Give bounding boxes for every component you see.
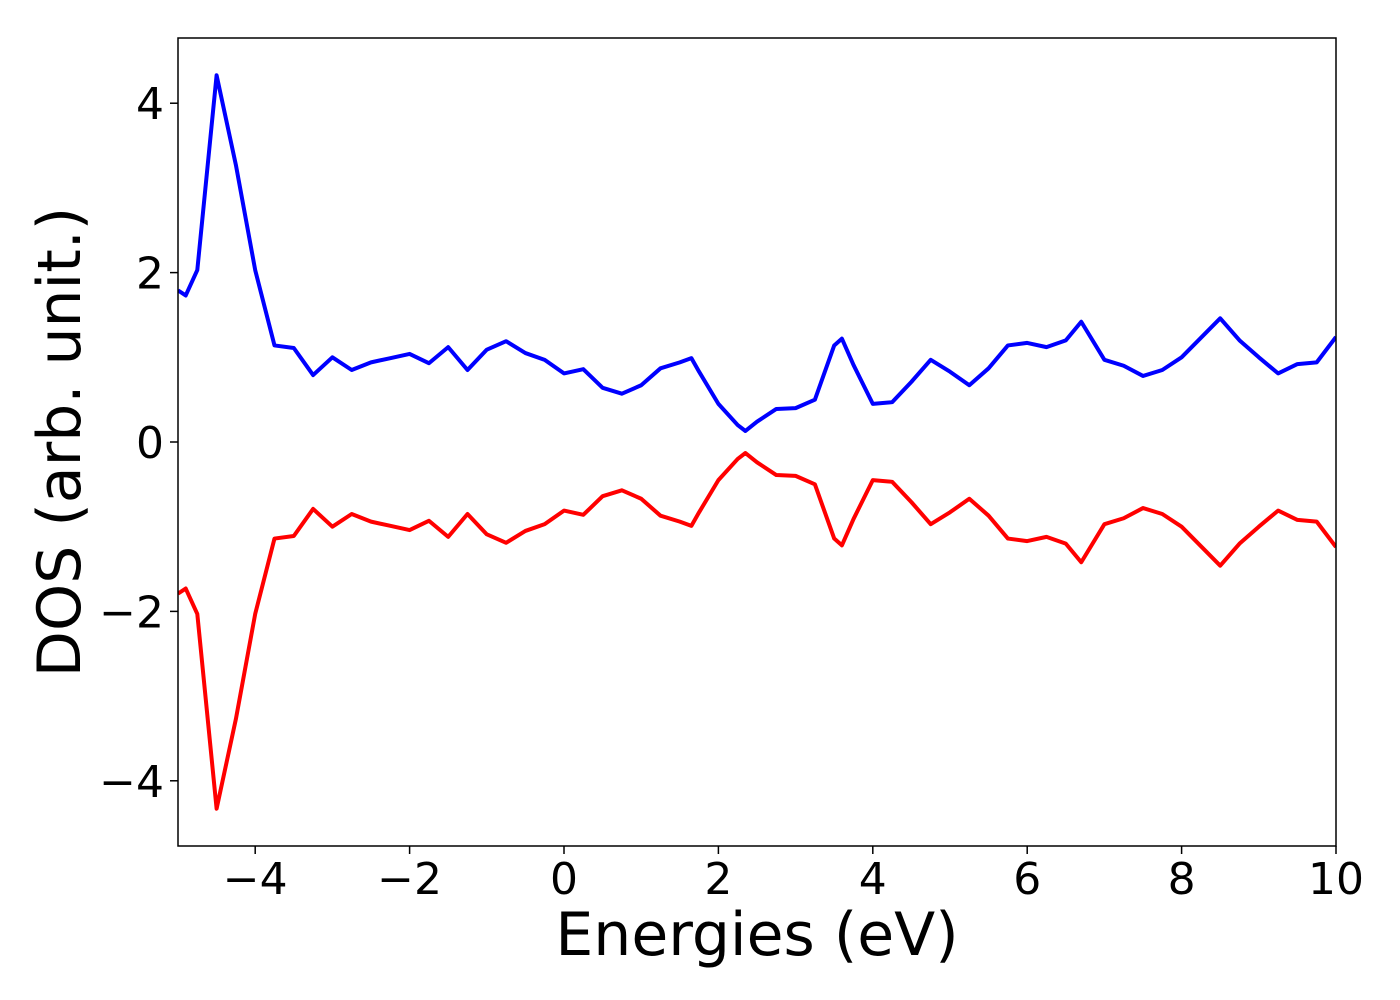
x-tick-label: 4	[859, 854, 887, 905]
series-line	[178, 451, 1336, 811]
y-tick-label: −2	[99, 587, 164, 638]
x-tick-label: 8	[1168, 854, 1196, 905]
x-tick-label: −2	[377, 854, 442, 905]
x-tick-label: 10	[1308, 854, 1364, 905]
plot-frame	[177, 37, 1337, 847]
y-tick-label: 2	[136, 249, 164, 300]
x-tick-label: 0	[550, 854, 578, 905]
x-tick-label: 2	[704, 854, 732, 905]
y-tick-label: −4	[99, 757, 164, 808]
y-tick-label: 4	[136, 79, 164, 130]
x-tick-label: −4	[223, 854, 288, 905]
series-line	[178, 73, 1336, 433]
y-axis-label: DOS (arb. unit.)	[25, 207, 95, 677]
x-tick-label: 6	[1013, 854, 1041, 905]
y-tick-label: 0	[136, 418, 164, 469]
x-axis-label: Energies (eV)	[555, 900, 958, 970]
